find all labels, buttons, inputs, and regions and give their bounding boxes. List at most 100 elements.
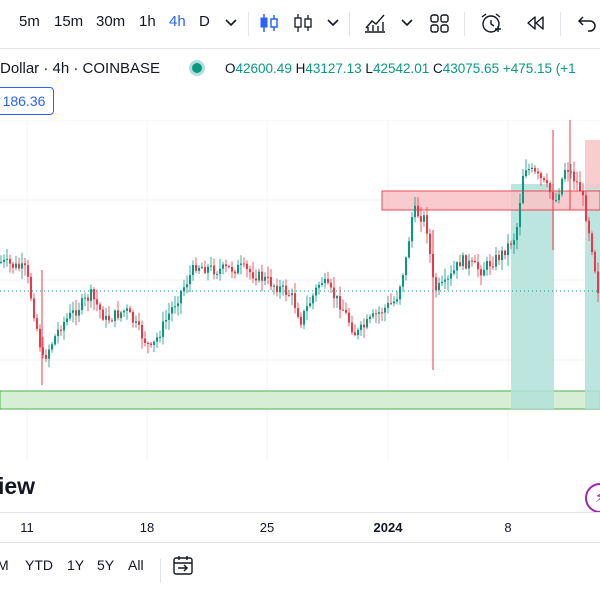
candlestick-chart[interactable] [0, 120, 600, 460]
candle-body [330, 282, 332, 288]
timeframe-chevron-down-icon[interactable] [218, 10, 244, 36]
range-5y[interactable]: 5Y [97, 557, 115, 573]
candle-body [126, 308, 128, 311]
candle-body [78, 309, 80, 316]
high-value: 43127.13 [305, 61, 362, 76]
candle-body [0, 261, 2, 263]
candle-body [336, 296, 338, 299]
candle-body [375, 313, 377, 315]
candle-body [450, 273, 452, 279]
symbol-title[interactable]: Dollar · 4h · COINBASE [0, 60, 161, 77]
candle-body [99, 304, 101, 310]
candle-body [93, 289, 95, 300]
candle-body [393, 301, 395, 304]
candle-body [36, 318, 38, 329]
candle-body [423, 215, 425, 222]
close-value: 43075.65 [442, 61, 500, 76]
candle-body [486, 261, 488, 270]
candle-body [333, 287, 335, 299]
candle-body [339, 296, 341, 310]
candle-body [456, 262, 458, 271]
indicators-icon[interactable] [362, 10, 388, 36]
candle-body [279, 286, 281, 293]
candle-body [180, 291, 182, 304]
range-m[interactable]: M [0, 557, 9, 573]
candle-body [132, 312, 134, 323]
market-status-dot[interactable] [192, 63, 202, 73]
bar-style-icon[interactable] [256, 10, 282, 36]
candle-body [540, 173, 542, 179]
candle-body [84, 297, 86, 299]
candle-body [429, 233, 431, 254]
candle-body [474, 260, 476, 263]
candle-body [210, 265, 212, 267]
candle-body [342, 309, 344, 311]
timeframe-5m[interactable]: 5m [19, 13, 40, 30]
undo-icon[interactable] [574, 10, 600, 36]
compare-range-icon[interactable] [170, 553, 196, 579]
candle-body [147, 343, 149, 345]
tradingview-watermark: iew [0, 473, 36, 499]
candle-body [24, 263, 26, 266]
candle-body [141, 324, 143, 339]
candle-body [54, 336, 56, 345]
candle-body [33, 298, 35, 319]
candle-body [465, 255, 467, 269]
candle-body [3, 259, 5, 262]
candle-body [57, 329, 59, 337]
layouts-icon[interactable] [426, 10, 452, 36]
candle-body [492, 266, 494, 268]
candle-body [12, 263, 14, 268]
candle-body [378, 312, 380, 314]
candle-body [459, 262, 461, 267]
candle-body [213, 265, 215, 275]
low-value: 42542.01 [372, 61, 430, 76]
candle-body [144, 338, 146, 344]
candle-body [162, 321, 164, 337]
candle-body [156, 337, 158, 342]
candle-body [294, 293, 296, 309]
timeframe-1h[interactable]: 1h [139, 13, 156, 30]
candle-body [135, 321, 137, 323]
range-ytd[interactable]: YTD [25, 557, 53, 573]
candle-body [75, 310, 77, 316]
timeframe-d[interactable]: D [199, 13, 210, 30]
range-1y[interactable]: 1Y [67, 557, 85, 573]
indicators-chevron-down-icon[interactable] [394, 10, 420, 36]
candle-body [546, 180, 548, 184]
candle-body [150, 343, 152, 345]
chart-type-chevron-down-icon[interactable] [320, 10, 346, 36]
candle-body [321, 283, 323, 285]
candle-body [411, 217, 413, 242]
supply-zone [381, 190, 600, 211]
candle-body [528, 169, 530, 171]
timeframe-4h[interactable]: 4h [169, 13, 186, 30]
candle-body [366, 319, 368, 328]
candle-body [30, 276, 32, 299]
time-axis[interactable]: 11 18 25 2024 8 [0, 512, 600, 543]
candle-body [471, 260, 473, 262]
candle-body [60, 329, 62, 331]
candle-body [444, 279, 446, 282]
price-badge[interactable]: 186.36 [0, 87, 54, 115]
candles-icon[interactable] [290, 10, 316, 36]
candle-body [309, 303, 311, 307]
candle-body [42, 347, 44, 355]
alert-icon[interactable] [478, 10, 504, 36]
candle-body [138, 321, 140, 325]
candle-body [270, 277, 272, 287]
candle-body [87, 297, 89, 301]
candle-body [207, 266, 209, 273]
candle-body [438, 283, 440, 291]
candle-body [15, 263, 17, 268]
range-all[interactable]: All [128, 557, 144, 573]
timeframe-30m[interactable]: 30m [96, 13, 126, 30]
toolbar-divider [248, 12, 249, 36]
long-position-zone-1 [511, 184, 554, 409]
candle-body [435, 277, 437, 291]
candle-body [246, 263, 248, 270]
timeframe-15m[interactable]: 15m [54, 13, 84, 30]
lightning-icon[interactable]: ⚡ [585, 483, 600, 513]
candle-body [324, 279, 326, 284]
replay-icon[interactable] [522, 10, 548, 36]
